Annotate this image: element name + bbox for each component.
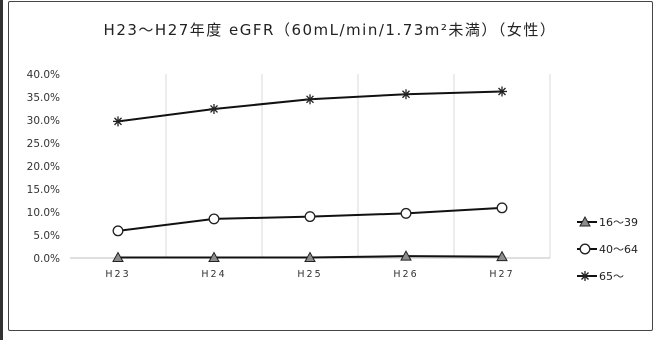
- data-point-triangle: [304, 251, 316, 263]
- data-point-triangle: [112, 251, 124, 263]
- data-point-asterisk: [305, 94, 315, 105]
- y-tick-label: 0.0%: [33, 253, 60, 265]
- legend: 16～39 40～64 65～: [577, 215, 638, 283]
- data-point-asterisk: [401, 89, 411, 100]
- legend-item-triangle: 16～39: [577, 215, 638, 229]
- data-point-circle: [496, 202, 508, 214]
- y-tick-label: 20.0%: [27, 161, 60, 173]
- y-tick-label: 10.0%: [27, 207, 60, 219]
- data-point-triangle: [496, 250, 508, 262]
- legend-label: 65～: [599, 270, 624, 283]
- data-point-circle: [400, 207, 412, 219]
- data-point-circle: [112, 225, 124, 237]
- data-point-triangle: [208, 251, 220, 263]
- legend-marker-asterisk: [580, 271, 590, 281]
- y-tick-label: 30.0%: [27, 115, 60, 127]
- x-tick-label: H23: [105, 269, 130, 280]
- chart-title: H23～H27年度 eGFR（60mL/min/1.73m²未満）（女性）: [104, 21, 557, 39]
- y-tick-label: 25.0%: [27, 138, 60, 150]
- y-tick-label: 40.0%: [27, 69, 60, 81]
- data-point-circle: [304, 211, 316, 223]
- legend-item-asterisk: 65～: [577, 270, 624, 283]
- data-point-circle: [208, 213, 220, 225]
- window-edge: [0, 0, 3, 340]
- data-point-asterisk: [209, 103, 219, 114]
- y-tick-label: 5.0%: [33, 230, 60, 242]
- y-tick-label: 35.0%: [27, 92, 60, 104]
- legend-label: 40～64: [599, 243, 638, 256]
- data-point-asterisk: [113, 116, 123, 127]
- legend-marker-triangle: [579, 215, 591, 227]
- vertical-gridlines: [165, 74, 551, 258]
- data-point-triangle: [400, 250, 412, 261]
- chart-frame: [8, 1, 653, 331]
- legend-label: 16～39: [599, 216, 638, 229]
- x-tick-label: H26: [393, 269, 418, 280]
- y-tick-label: 15.0%: [27, 184, 60, 196]
- data-point-asterisk: [497, 86, 507, 97]
- legend-marker-circle: [579, 243, 591, 255]
- x-tick-label: H24: [201, 269, 226, 280]
- legend-item-circle: 40～64: [577, 243, 638, 256]
- x-tick-label: H27: [489, 269, 514, 280]
- x-tick-label: H25: [297, 269, 322, 280]
